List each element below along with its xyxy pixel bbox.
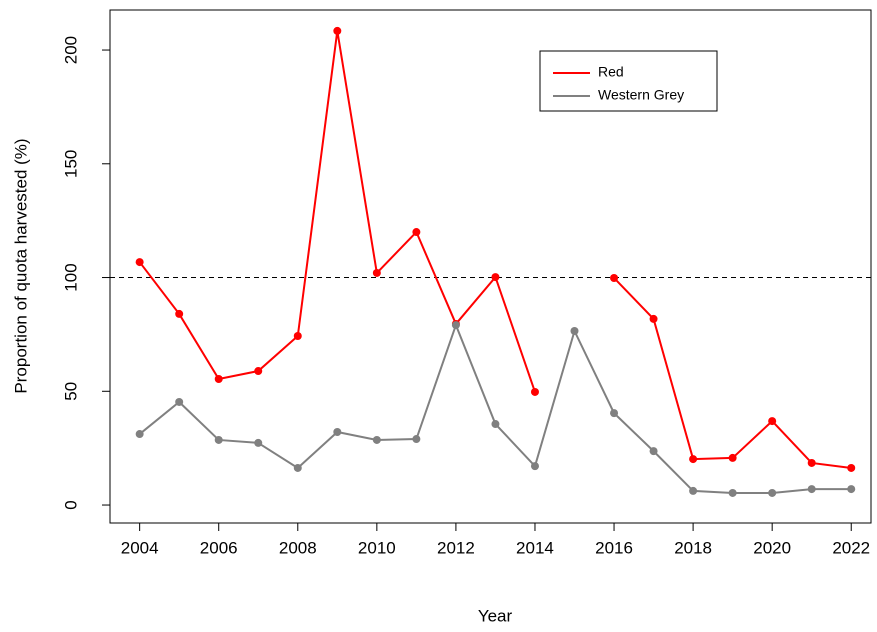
point [491, 273, 500, 282]
x-tick-label: 2018 [674, 538, 712, 557]
point [333, 26, 342, 35]
legend-label: Western Grey [598, 87, 684, 103]
point [293, 463, 302, 472]
point [135, 430, 144, 439]
point [372, 435, 381, 444]
point [175, 309, 184, 318]
legend-label: Red [598, 64, 624, 80]
y-tick-label: 0 [61, 500, 80, 509]
y-tick-label: 50 [61, 382, 80, 401]
point [530, 387, 539, 396]
point [768, 417, 777, 426]
point [847, 485, 856, 494]
point [847, 463, 856, 472]
x-tick-label: 2004 [121, 538, 159, 557]
y-tick-label: 100 [61, 263, 80, 291]
x-axis-label: Year [478, 606, 513, 625]
legend-box [539, 50, 718, 112]
point [570, 326, 579, 335]
y-tick-label: 150 [61, 150, 80, 178]
point [491, 420, 500, 429]
y-tick-label: 200 [61, 36, 80, 64]
point [135, 258, 144, 267]
point [412, 435, 421, 444]
x-tick-label: 2022 [832, 538, 870, 557]
point [689, 455, 698, 464]
point [214, 374, 223, 383]
x-tick-label: 2006 [200, 538, 238, 557]
point [451, 321, 460, 330]
point [254, 367, 263, 376]
x-tick-label: 2010 [358, 538, 396, 557]
point [610, 273, 619, 282]
x-tick-label: 2014 [516, 538, 554, 557]
x-tick-label: 2008 [279, 538, 317, 557]
point [530, 462, 539, 471]
y-axis-label: Proportion of quota harvested (%) [11, 138, 30, 393]
point [412, 228, 421, 237]
point [175, 397, 184, 406]
plot-frame [109, 9, 872, 524]
point [254, 438, 263, 447]
point [333, 428, 342, 437]
point [768, 488, 777, 497]
point [728, 453, 737, 462]
point [728, 488, 737, 497]
point [293, 331, 302, 340]
point [689, 486, 698, 495]
point [649, 314, 658, 323]
point [214, 435, 223, 444]
x-tick-label: 2016 [595, 538, 633, 557]
point [372, 268, 381, 277]
series-line [138, 30, 852, 469]
x-tick-label: 2012 [437, 538, 475, 557]
point [610, 409, 619, 418]
point [649, 447, 658, 456]
series-line [139, 322, 852, 494]
point [807, 458, 816, 467]
point [807, 485, 816, 494]
x-tick-label: 2020 [753, 538, 791, 557]
